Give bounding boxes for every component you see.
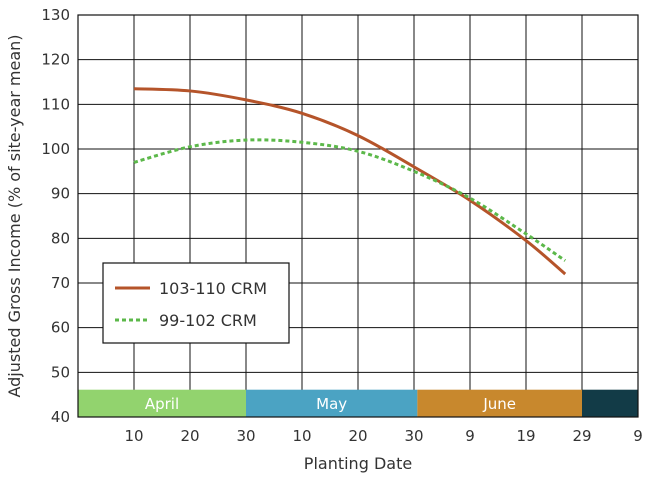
x-tick-label: 29 [572,427,591,445]
x-tick-label: 10 [292,427,311,445]
y-tick-label: 110 [41,95,70,113]
series-line-2 [133,138,567,262]
y-tick-label: 80 [51,229,70,247]
plot-frame [77,14,639,418]
month-band [246,389,418,417]
x-tick-labels: 10 20 30 10 20 30 9 19 29 9 [124,427,642,445]
x-tick-label: 19 [516,427,535,445]
y-tick-label: 40 [51,408,70,426]
y-axis-label: Adjusted Gross Income (% of site-year me… [5,34,24,397]
y-tick-label: 50 [51,363,70,381]
series-line-1 [133,87,567,276]
y-tick-label: 120 [41,51,70,69]
x-tick-label: 30 [236,427,255,445]
month-band-label: April [145,395,179,413]
month-band [417,389,582,417]
x-tick-label: 20 [180,427,199,445]
legend-label-1: 103-110 CRM [159,279,267,298]
x-tick-label: 10 [124,427,143,445]
x-tick-label: 30 [404,427,423,445]
y-tick-labels: 40 50 60 70 80 90 100 110 120 130 [41,6,70,426]
x-tick-label: 9 [633,427,643,445]
month-band [582,389,638,417]
y-tick-label: 90 [51,185,70,203]
month-band-label: May [316,395,347,413]
y-tick-label: 100 [41,140,70,158]
month-bands: April May June [78,389,638,417]
y-tick-label: 60 [51,319,70,337]
series [133,87,567,276]
month-band [78,389,246,417]
x-tick-label: 9 [465,427,475,445]
y-tick-label: 130 [41,6,70,24]
y-tick-label: 70 [51,274,70,292]
legend-label-2: 99-102 CRM [159,311,257,330]
month-band-label: June [482,395,516,413]
x-axis-label: Planting Date [304,454,412,473]
x-tick-label: 20 [348,427,367,445]
grid [78,15,638,417]
legend-box [102,262,290,344]
legend: 103-110 CRM 99-102 CRM [102,262,290,344]
